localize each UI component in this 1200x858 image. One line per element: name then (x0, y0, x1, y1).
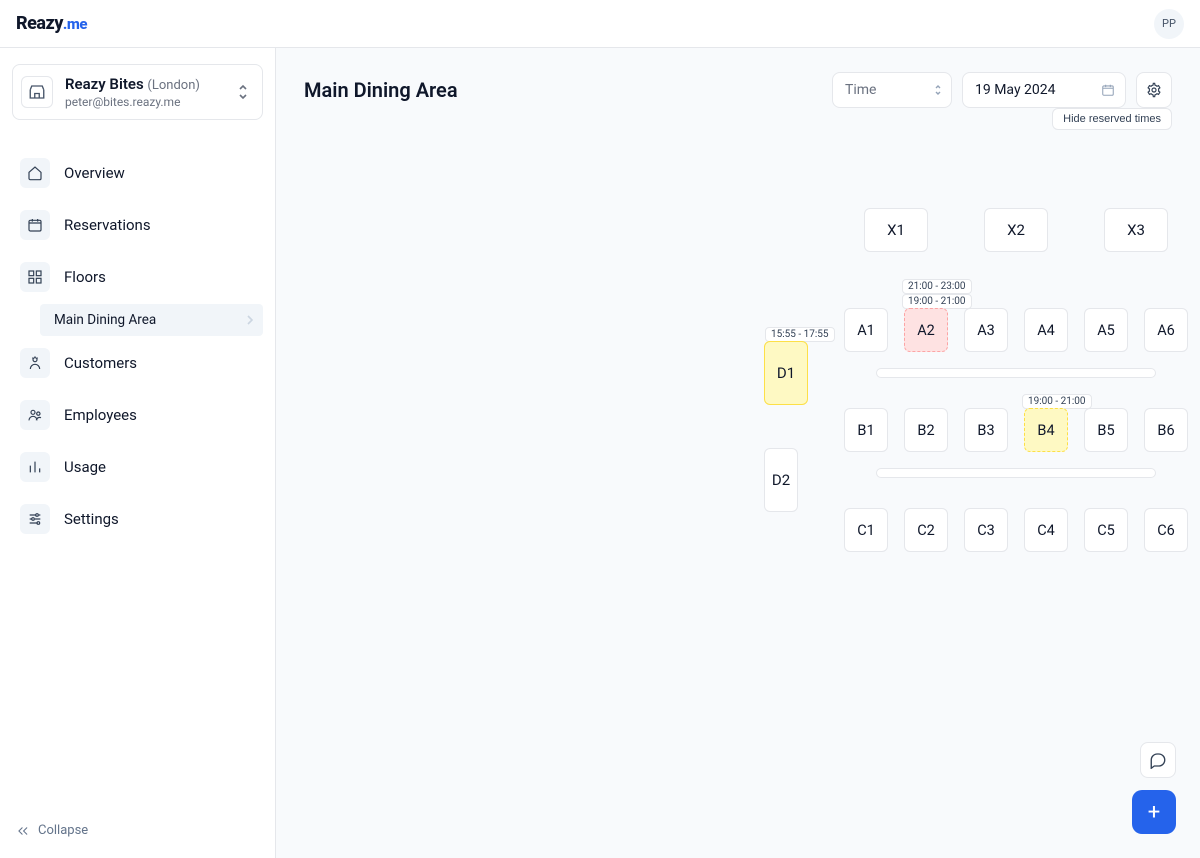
sidebar-item-employees[interactable]: Employees (12, 390, 263, 440)
sliders-icon (20, 504, 50, 534)
person-icon (20, 348, 50, 378)
time-tag-d1: 15:55 - 17:55 (765, 327, 835, 342)
table-D2[interactable]: D2 (764, 448, 798, 512)
people-icon (20, 400, 50, 430)
user-avatar[interactable]: PP (1154, 9, 1184, 39)
table-A4[interactable]: A4 (1024, 308, 1068, 352)
org-email: peter@bites.reazy.me (65, 95, 220, 109)
chat-icon (1149, 751, 1167, 769)
table-B2[interactable]: B2 (904, 408, 948, 452)
sidebar-item-reservations[interactable]: Reservations (12, 200, 263, 250)
table-X1[interactable]: X1 (864, 208, 928, 252)
sidebar-label: Customers (64, 354, 137, 372)
sidebar-label: Employees (64, 406, 137, 424)
table-B3[interactable]: B3 (964, 408, 1008, 452)
add-fab-button[interactable]: + (1132, 790, 1176, 834)
time-tag-a2-2: 19:00 - 21:00 (902, 294, 972, 309)
table-A3[interactable]: A3 (964, 308, 1008, 352)
table-B6[interactable]: B6 (1144, 408, 1188, 452)
table-C3[interactable]: C3 (964, 508, 1008, 552)
calendar-icon (1101, 83, 1115, 97)
org-name: Reazy Bites (65, 75, 144, 93)
sidebar-label: Settings (64, 510, 119, 528)
chevron-up-down-icon[interactable] (232, 79, 254, 105)
table-C4[interactable]: C4 (1024, 508, 1068, 552)
time-select-label: Time (845, 82, 876, 98)
home-icon (20, 158, 50, 188)
plus-icon: + (1148, 800, 1160, 825)
table-X2[interactable]: X2 (984, 208, 1048, 252)
table-X3[interactable]: X3 (1104, 208, 1168, 252)
sidebar-sub-label: Main Dining Area (54, 312, 156, 328)
grid-icon (20, 262, 50, 292)
time-tag-b4: 19:00 - 21:00 (1022, 394, 1092, 409)
sidebar-item-settings[interactable]: Settings (12, 494, 263, 544)
sidebar-item-overview[interactable]: Overview (12, 148, 263, 198)
sidebar-collapse-button[interactable]: Collapse (12, 815, 263, 846)
date-picker[interactable]: 19 May 2024 (962, 72, 1126, 108)
connector-bottom (876, 468, 1156, 478)
settings-button[interactable] (1136, 72, 1172, 108)
chevrons-left-icon (16, 824, 30, 838)
brand-logo: Reazy.me (16, 13, 87, 34)
table-C1[interactable]: C1 (844, 508, 888, 552)
sidebar-label: Usage (64, 458, 106, 476)
table-A5[interactable]: A5 (1084, 308, 1128, 352)
sidebar-label: Overview (64, 164, 125, 182)
sidebar-label: Reservations (64, 216, 151, 234)
sidebar-subitem-main-dining[interactable]: Main Dining Area (40, 304, 263, 336)
sidebar-item-floors[interactable]: Floors (12, 252, 263, 302)
table-C2[interactable]: C2 (904, 508, 948, 552)
table-A1[interactable]: A1 (844, 308, 888, 352)
time-tag-a2-1: 21:00 - 23:00 (902, 279, 972, 294)
main-content: Main Dining Area Time 19 May 2024 (276, 48, 1200, 858)
table-B4[interactable]: B4 (1024, 408, 1068, 452)
bar-chart-icon (20, 452, 50, 482)
org-switcher[interactable]: Reazy Bites (London) peter@bites.reazy.m… (12, 64, 263, 120)
sidebar-item-usage[interactable]: Usage (12, 442, 263, 492)
sidebar-label: Floors (64, 268, 106, 286)
table-D1[interactable]: D1 (764, 341, 808, 405)
chevron-right-icon (245, 315, 255, 325)
user-initials: PP (1162, 17, 1176, 30)
table-A2[interactable]: A2 (904, 308, 948, 352)
calendar-icon (20, 210, 50, 240)
chat-button[interactable] (1140, 742, 1176, 778)
gear-icon (1146, 82, 1162, 98)
hide-reserved-times-button[interactable]: Hide reserved times (1052, 108, 1172, 130)
org-location: (London) (147, 78, 200, 93)
collapse-label: Collapse (38, 823, 88, 838)
sidebar: Reazy Bites (London) peter@bites.reazy.m… (0, 48, 276, 858)
table-B1[interactable]: B1 (844, 408, 888, 452)
store-icon (21, 76, 53, 108)
table-A6[interactable]: A6 (1144, 308, 1188, 352)
date-value: 19 May 2024 (975, 82, 1056, 98)
table-C6[interactable]: C6 (1144, 508, 1188, 552)
time-select[interactable]: Time (832, 72, 952, 108)
page-title: Main Dining Area (304, 78, 458, 102)
table-C5[interactable]: C5 (1084, 508, 1128, 552)
brand-suffix: .me (63, 15, 87, 33)
floor-plan: X1 X2 X3 21:00 - 23:00 19:00 - 21:00 A1 … (304, 148, 1172, 748)
brand-name: Reazy (16, 13, 63, 34)
chevron-up-down-icon (933, 83, 943, 97)
connector-top (876, 368, 1156, 378)
sidebar-item-customers[interactable]: Customers (12, 338, 263, 388)
table-B5[interactable]: B5 (1084, 408, 1128, 452)
